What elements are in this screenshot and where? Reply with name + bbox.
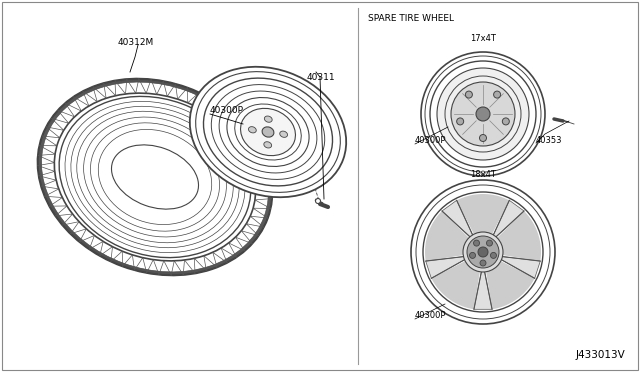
Polygon shape: [474, 270, 492, 309]
Ellipse shape: [437, 68, 529, 160]
Text: J433013V: J433013V: [575, 350, 625, 360]
Ellipse shape: [457, 118, 463, 125]
Ellipse shape: [264, 116, 272, 122]
Polygon shape: [496, 211, 541, 261]
Ellipse shape: [490, 252, 497, 259]
Polygon shape: [426, 256, 467, 278]
Ellipse shape: [480, 260, 486, 266]
Polygon shape: [431, 260, 480, 309]
Text: 40311: 40311: [307, 73, 335, 81]
Text: 18x4T: 18x4T: [470, 170, 496, 179]
Ellipse shape: [479, 135, 486, 141]
Ellipse shape: [451, 82, 515, 146]
Polygon shape: [493, 200, 524, 238]
Ellipse shape: [241, 108, 296, 155]
Ellipse shape: [421, 52, 545, 176]
Ellipse shape: [262, 127, 274, 137]
Ellipse shape: [481, 171, 485, 175]
Ellipse shape: [486, 240, 492, 246]
Polygon shape: [457, 194, 509, 236]
Text: 40300P: 40300P: [415, 311, 447, 320]
Ellipse shape: [316, 199, 321, 203]
Text: 40312M: 40312M: [118, 38, 154, 46]
Ellipse shape: [38, 79, 273, 275]
Ellipse shape: [264, 142, 271, 148]
Text: 40353: 40353: [536, 135, 563, 144]
Ellipse shape: [474, 240, 479, 246]
Ellipse shape: [465, 91, 472, 98]
Polygon shape: [486, 260, 534, 309]
Ellipse shape: [493, 91, 500, 98]
Text: 17x4T: 17x4T: [470, 33, 496, 42]
Text: 40300P: 40300P: [210, 106, 244, 115]
Ellipse shape: [411, 180, 555, 324]
Polygon shape: [442, 200, 474, 238]
Ellipse shape: [467, 236, 499, 268]
Ellipse shape: [476, 107, 490, 121]
Text: SPARE TIRE WHEEL: SPARE TIRE WHEEL: [368, 13, 454, 22]
Ellipse shape: [248, 126, 256, 133]
Ellipse shape: [111, 145, 198, 209]
Ellipse shape: [280, 131, 287, 137]
Ellipse shape: [59, 96, 251, 257]
Text: 40300P: 40300P: [415, 135, 447, 144]
Ellipse shape: [478, 247, 488, 257]
Polygon shape: [500, 256, 540, 278]
Ellipse shape: [190, 67, 346, 197]
Ellipse shape: [502, 118, 509, 125]
Ellipse shape: [470, 252, 476, 259]
Polygon shape: [425, 211, 470, 261]
Ellipse shape: [463, 232, 503, 272]
